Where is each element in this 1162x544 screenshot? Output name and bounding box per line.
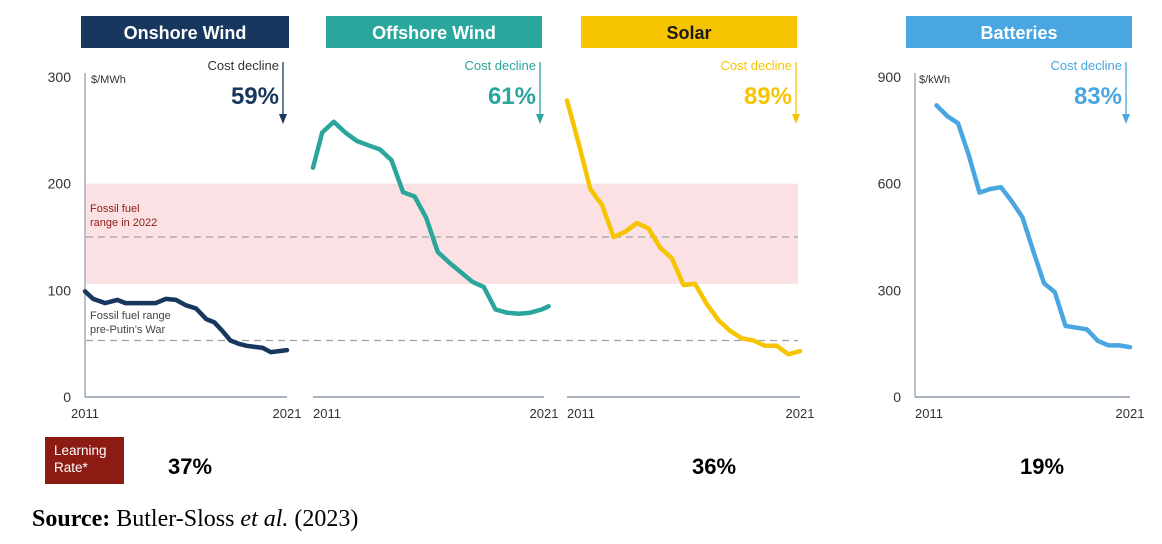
y-tick-label: 200 [48, 176, 72, 192]
y-tick-label: 300 [48, 69, 72, 85]
series-line [934, 103, 1133, 350]
source-citation: Source: Butler-Sloss et al. (2023) [32, 506, 358, 533]
y-tick-label: 100 [48, 282, 72, 298]
batteries-learning-rate: 19% [1020, 454, 1065, 479]
series-line [310, 119, 551, 317]
cost-decline-arrow-head [536, 114, 544, 124]
cost-decline-arrow-head [792, 114, 800, 124]
cost-decline-label: Cost decline [720, 58, 792, 73]
cost-decline-label: Cost decline [207, 58, 279, 73]
source-etal: et al. [240, 506, 289, 532]
fossil-range-pre-war-label: pre-Putin’s War [90, 324, 166, 336]
unit-label: $/MWh [91, 74, 126, 86]
cost-decline-value: 89% [744, 83, 792, 110]
source-label: Source: [32, 506, 111, 532]
cost-decline-arrow-head [1122, 114, 1130, 124]
x-tick-label: 2021 [530, 406, 559, 421]
panel-title-banner [326, 16, 542, 48]
onshore-learning-rate: 37% [168, 454, 213, 479]
panel-title: Solar [666, 23, 711, 43]
y-tick-label: 900 [878, 69, 902, 85]
x-tick-label: 2021 [273, 406, 302, 421]
y-tick-label: 600 [878, 176, 902, 192]
y-tick-label: 300 [878, 282, 902, 298]
panel-title: Offshore Wind [372, 23, 496, 43]
cost-decline-value: 61% [488, 83, 536, 110]
x-tick-label: 2021 [1116, 406, 1145, 421]
fossil-range-2022-band [86, 183, 798, 284]
cost-decline-label: Cost decline [464, 58, 536, 73]
cost-decline-label: Cost decline [1050, 58, 1122, 73]
source-authors: Butler-Sloss [116, 506, 235, 532]
unit-label: $/kWh [919, 74, 950, 86]
panel-title-banner [81, 16, 289, 48]
panel-title-banner [906, 16, 1132, 48]
fossil-range-pre-war-label: Fossil fuel range [90, 310, 171, 322]
panel-title: Onshore Wind [124, 23, 247, 43]
learning-rate-badge: Learning Rate* [45, 437, 124, 484]
panel-title-banner [581, 16, 797, 48]
fossil-range-2022-label: range in 2022 [90, 217, 157, 229]
x-tick-label: 2021 [786, 406, 815, 421]
x-tick-label: 2011 [915, 406, 943, 421]
source-year: (2023) [294, 506, 359, 532]
x-tick-label: 2011 [567, 406, 595, 421]
solar-learning-rate: 36% [692, 454, 737, 479]
x-tick-label: 2011 [313, 406, 341, 421]
panel-title: Batteries [980, 23, 1057, 43]
y-tick-label: 0 [63, 389, 71, 405]
cost-decline-value: 83% [1074, 83, 1122, 110]
y-tick-label: 0 [893, 389, 901, 405]
cost-decline-arrow-head [279, 114, 287, 124]
fossil-range-2022-label: Fossil fuel [90, 203, 140, 215]
x-tick-label: 2011 [71, 406, 99, 421]
cost-decline-value: 59% [231, 83, 279, 110]
